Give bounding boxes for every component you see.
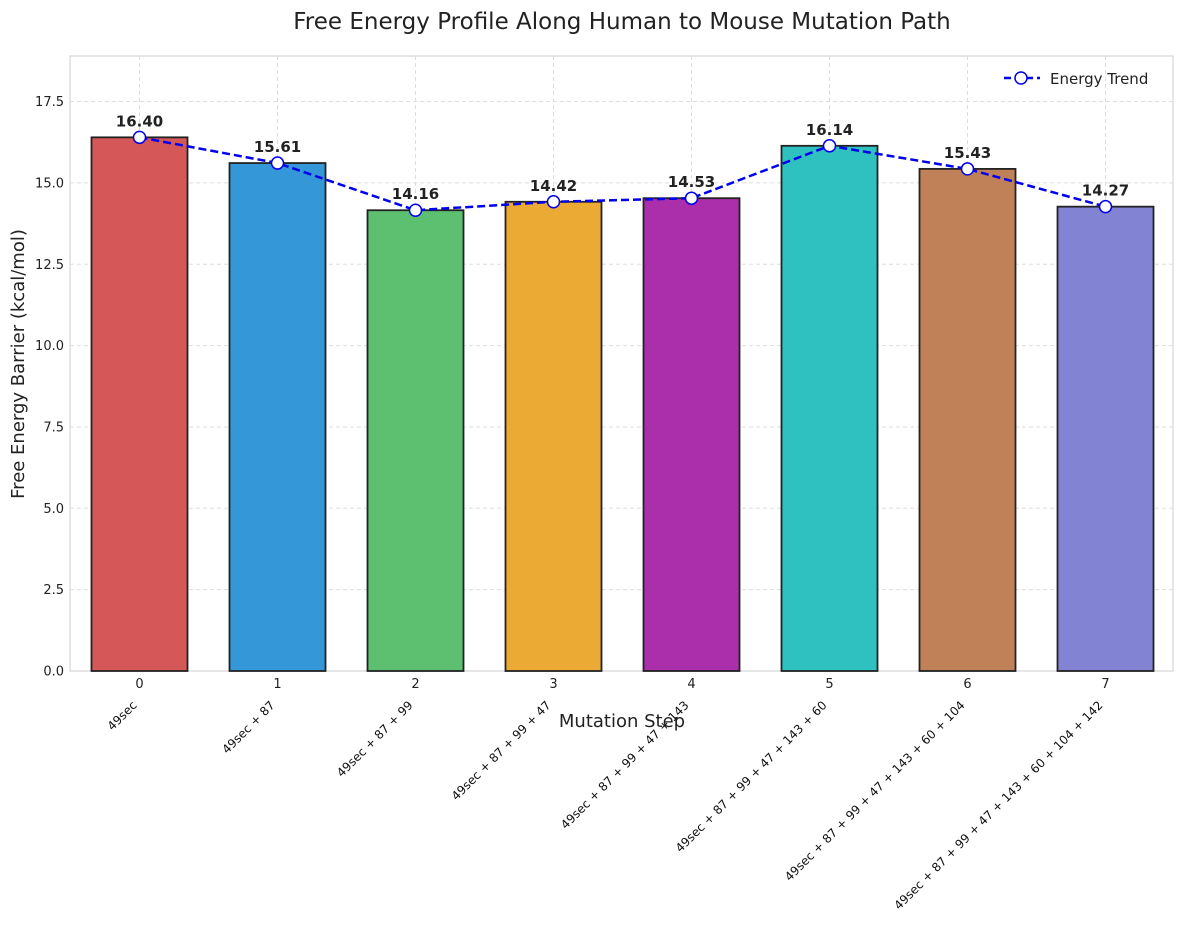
trend-point [822, 139, 837, 153]
y-tick-label: 0.0 [43, 665, 64, 680]
value-label: 16.14 [806, 121, 853, 139]
bars [90, 136, 1155, 672]
y-axis-title: Free Energy Barrier (kcal/mol) [8, 229, 29, 499]
y-tick-label: 12.5 [35, 258, 64, 273]
bar [504, 200, 603, 672]
legend-marker [1014, 71, 1028, 85]
x-axis-ticks: 0 1 2 3 4 5 6 7 [135, 677, 1109, 692]
y-tick-label: 17.5 [35, 95, 64, 110]
value-label: 14.53 [668, 173, 715, 191]
y-tick-label: 10.0 [35, 339, 64, 354]
x-tick-label: 5 [825, 677, 833, 692]
y-axis-ticks: 0.0 2.5 5.0 7.5 10.0 12.5 15.0 17.5 [35, 95, 64, 679]
bar [918, 168, 1017, 672]
bar [228, 162, 327, 672]
x-tick-label: 7 [1101, 677, 1109, 692]
trend-point [546, 195, 561, 209]
mutation-label: 49sec + 87 [219, 698, 277, 756]
x-axis-title: Mutation Step [559, 711, 685, 732]
value-label: 15.61 [254, 138, 301, 156]
x-tick-label: 2 [411, 677, 419, 692]
value-label: 16.40 [116, 112, 163, 130]
y-tick-label: 15.0 [35, 176, 64, 191]
trend-point [132, 130, 147, 145]
trend-point [960, 162, 975, 176]
value-label: 15.43 [944, 144, 991, 162]
x-tick-label: 6 [963, 677, 971, 692]
mutation-label: 49sec + 87 + 99 + 47 [449, 698, 554, 803]
value-label: 14.16 [392, 185, 439, 203]
bar [642, 197, 741, 672]
trend-point [408, 203, 423, 217]
bar [366, 209, 465, 672]
legend-label: Energy Trend [1050, 70, 1148, 88]
y-tick-label: 2.5 [43, 583, 64, 598]
trend-point [270, 156, 285, 170]
bar [780, 144, 879, 672]
data-labels: 16.40 15.61 14.16 14.42 14.53 16.14 15.43 14.27 [116, 112, 1129, 203]
chart-title: Free Energy Profile Along Human to Mouse… [293, 9, 951, 35]
energy-trend-line [132, 130, 1113, 217]
trend-line-path [139, 136, 1106, 212]
bar [90, 136, 189, 672]
mutation-label: 49sec + 87 + 99 + 47 + 143 + 60 + 104 + … [891, 698, 1105, 912]
mutation-label: 49sec + 87 + 99 [334, 698, 416, 780]
trend-point [1098, 199, 1113, 214]
legend: Energy Trend [1004, 70, 1148, 88]
mutation-label: 49sec [105, 698, 140, 733]
x-tick-label: 1 [273, 677, 281, 692]
y-tick-label: 5.0 [43, 502, 64, 517]
x-tick-label: 4 [687, 677, 695, 692]
value-label: 14.42 [530, 177, 577, 195]
mutation-label: 49sec + 87 + 99 + 47 + 143 + 60 [673, 698, 830, 855]
value-label: 14.27 [1082, 182, 1129, 200]
x-tick-label: 0 [135, 677, 143, 692]
x-tick-label: 3 [549, 677, 557, 692]
trend-point [684, 191, 699, 205]
bar [1056, 205, 1155, 672]
y-tick-label: 7.5 [43, 420, 64, 435]
